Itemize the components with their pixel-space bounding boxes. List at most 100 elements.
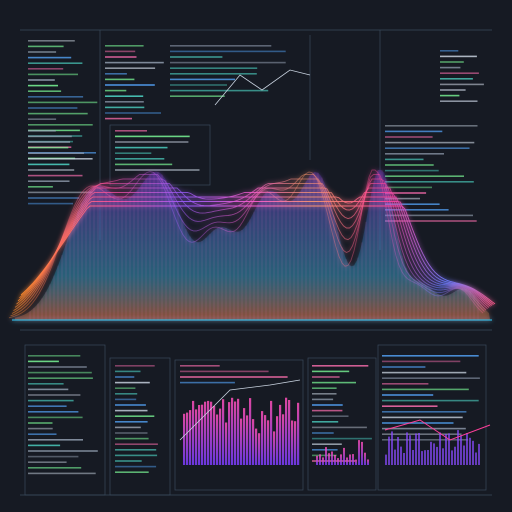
text-line [170, 45, 272, 47]
bar-shape [454, 446, 456, 465]
text-line [105, 117, 132, 120]
text-line [28, 84, 58, 87]
text-line [180, 370, 269, 373]
text-line [115, 158, 165, 160]
bar-shape [319, 454, 321, 465]
bar-shape [246, 415, 249, 465]
bar-shape [204, 401, 207, 465]
text-line [440, 55, 477, 58]
text-line [105, 61, 164, 64]
text-line [28, 112, 88, 115]
text-line [28, 141, 71, 143]
bar-shape [442, 448, 444, 465]
text-line [170, 61, 286, 64]
text-line [385, 147, 470, 149]
text-line [105, 106, 145, 109]
text-line [440, 94, 460, 97]
text-line [312, 393, 337, 395]
text-line [28, 146, 69, 149]
text-line [180, 376, 288, 378]
text-line [312, 409, 343, 412]
text-line [382, 427, 466, 430]
bar-shape [433, 443, 435, 465]
text-line [115, 404, 146, 406]
text-line [28, 360, 59, 363]
bar-shape [331, 451, 333, 465]
text-line [385, 130, 443, 133]
bar-shape [273, 431, 276, 465]
text-line [28, 405, 67, 407]
text-line [115, 437, 149, 440]
text-line [105, 95, 144, 97]
text-line [312, 426, 367, 429]
text-line [115, 152, 152, 154]
text-line [115, 409, 148, 412]
text-line [28, 416, 83, 419]
bar-shape [192, 400, 195, 465]
text-line [115, 169, 200, 171]
text-line [115, 454, 158, 457]
bar-shape [409, 435, 411, 465]
text-line [28, 472, 96, 475]
text-line [312, 454, 337, 457]
text-line [115, 449, 157, 451]
text-line [28, 73, 78, 76]
bar-shape [322, 457, 324, 465]
text-line [312, 404, 343, 406]
bar-shape [439, 432, 441, 465]
text-line [28, 79, 55, 81]
text-line [105, 73, 127, 75]
text-line [28, 158, 93, 160]
text-line [105, 112, 161, 114]
text-line [28, 163, 70, 166]
text-line [28, 422, 53, 424]
text-line [312, 365, 369, 367]
text-line [28, 124, 93, 126]
bar-shape [451, 450, 453, 465]
wave-strand [16, 192, 491, 307]
text-line [382, 388, 469, 391]
text-line [105, 56, 137, 58]
bar-shape [406, 432, 408, 465]
text-line [440, 100, 478, 102]
text-line [385, 214, 473, 217]
text-line [28, 394, 81, 396]
text-line [440, 72, 479, 74]
text-line [28, 118, 57, 120]
text-line [28, 45, 64, 48]
bar-shape [418, 433, 420, 465]
text-line [382, 411, 467, 413]
panel [24, 344, 106, 496]
text-line [382, 439, 469, 441]
text-line [105, 78, 135, 81]
bar-shape [264, 415, 267, 465]
text-line [385, 141, 475, 144]
text-line [105, 84, 155, 86]
text-line [105, 45, 144, 47]
text-line [28, 90, 62, 92]
text-line [382, 355, 479, 357]
text-line [115, 471, 149, 473]
bar-shape [475, 452, 477, 465]
panel [377, 344, 487, 491]
bar-shape [349, 454, 351, 465]
text-line [180, 381, 235, 384]
bar-shape [394, 449, 396, 465]
bar-shape [415, 433, 417, 465]
frame-lines [20, 29, 492, 496]
bar-shape [276, 416, 279, 465]
bar-shape [219, 408, 222, 465]
bar-shape [255, 428, 258, 465]
bar-shape [198, 405, 201, 465]
text-line [115, 460, 142, 462]
bar-shape [285, 397, 288, 465]
bar-shape [294, 421, 297, 465]
text-line [312, 398, 334, 401]
text-line [115, 370, 141, 373]
bar-shape [216, 414, 219, 465]
text-line [385, 181, 474, 183]
text-line [28, 383, 64, 385]
bar-shape [361, 441, 363, 465]
text-line [105, 67, 156, 69]
